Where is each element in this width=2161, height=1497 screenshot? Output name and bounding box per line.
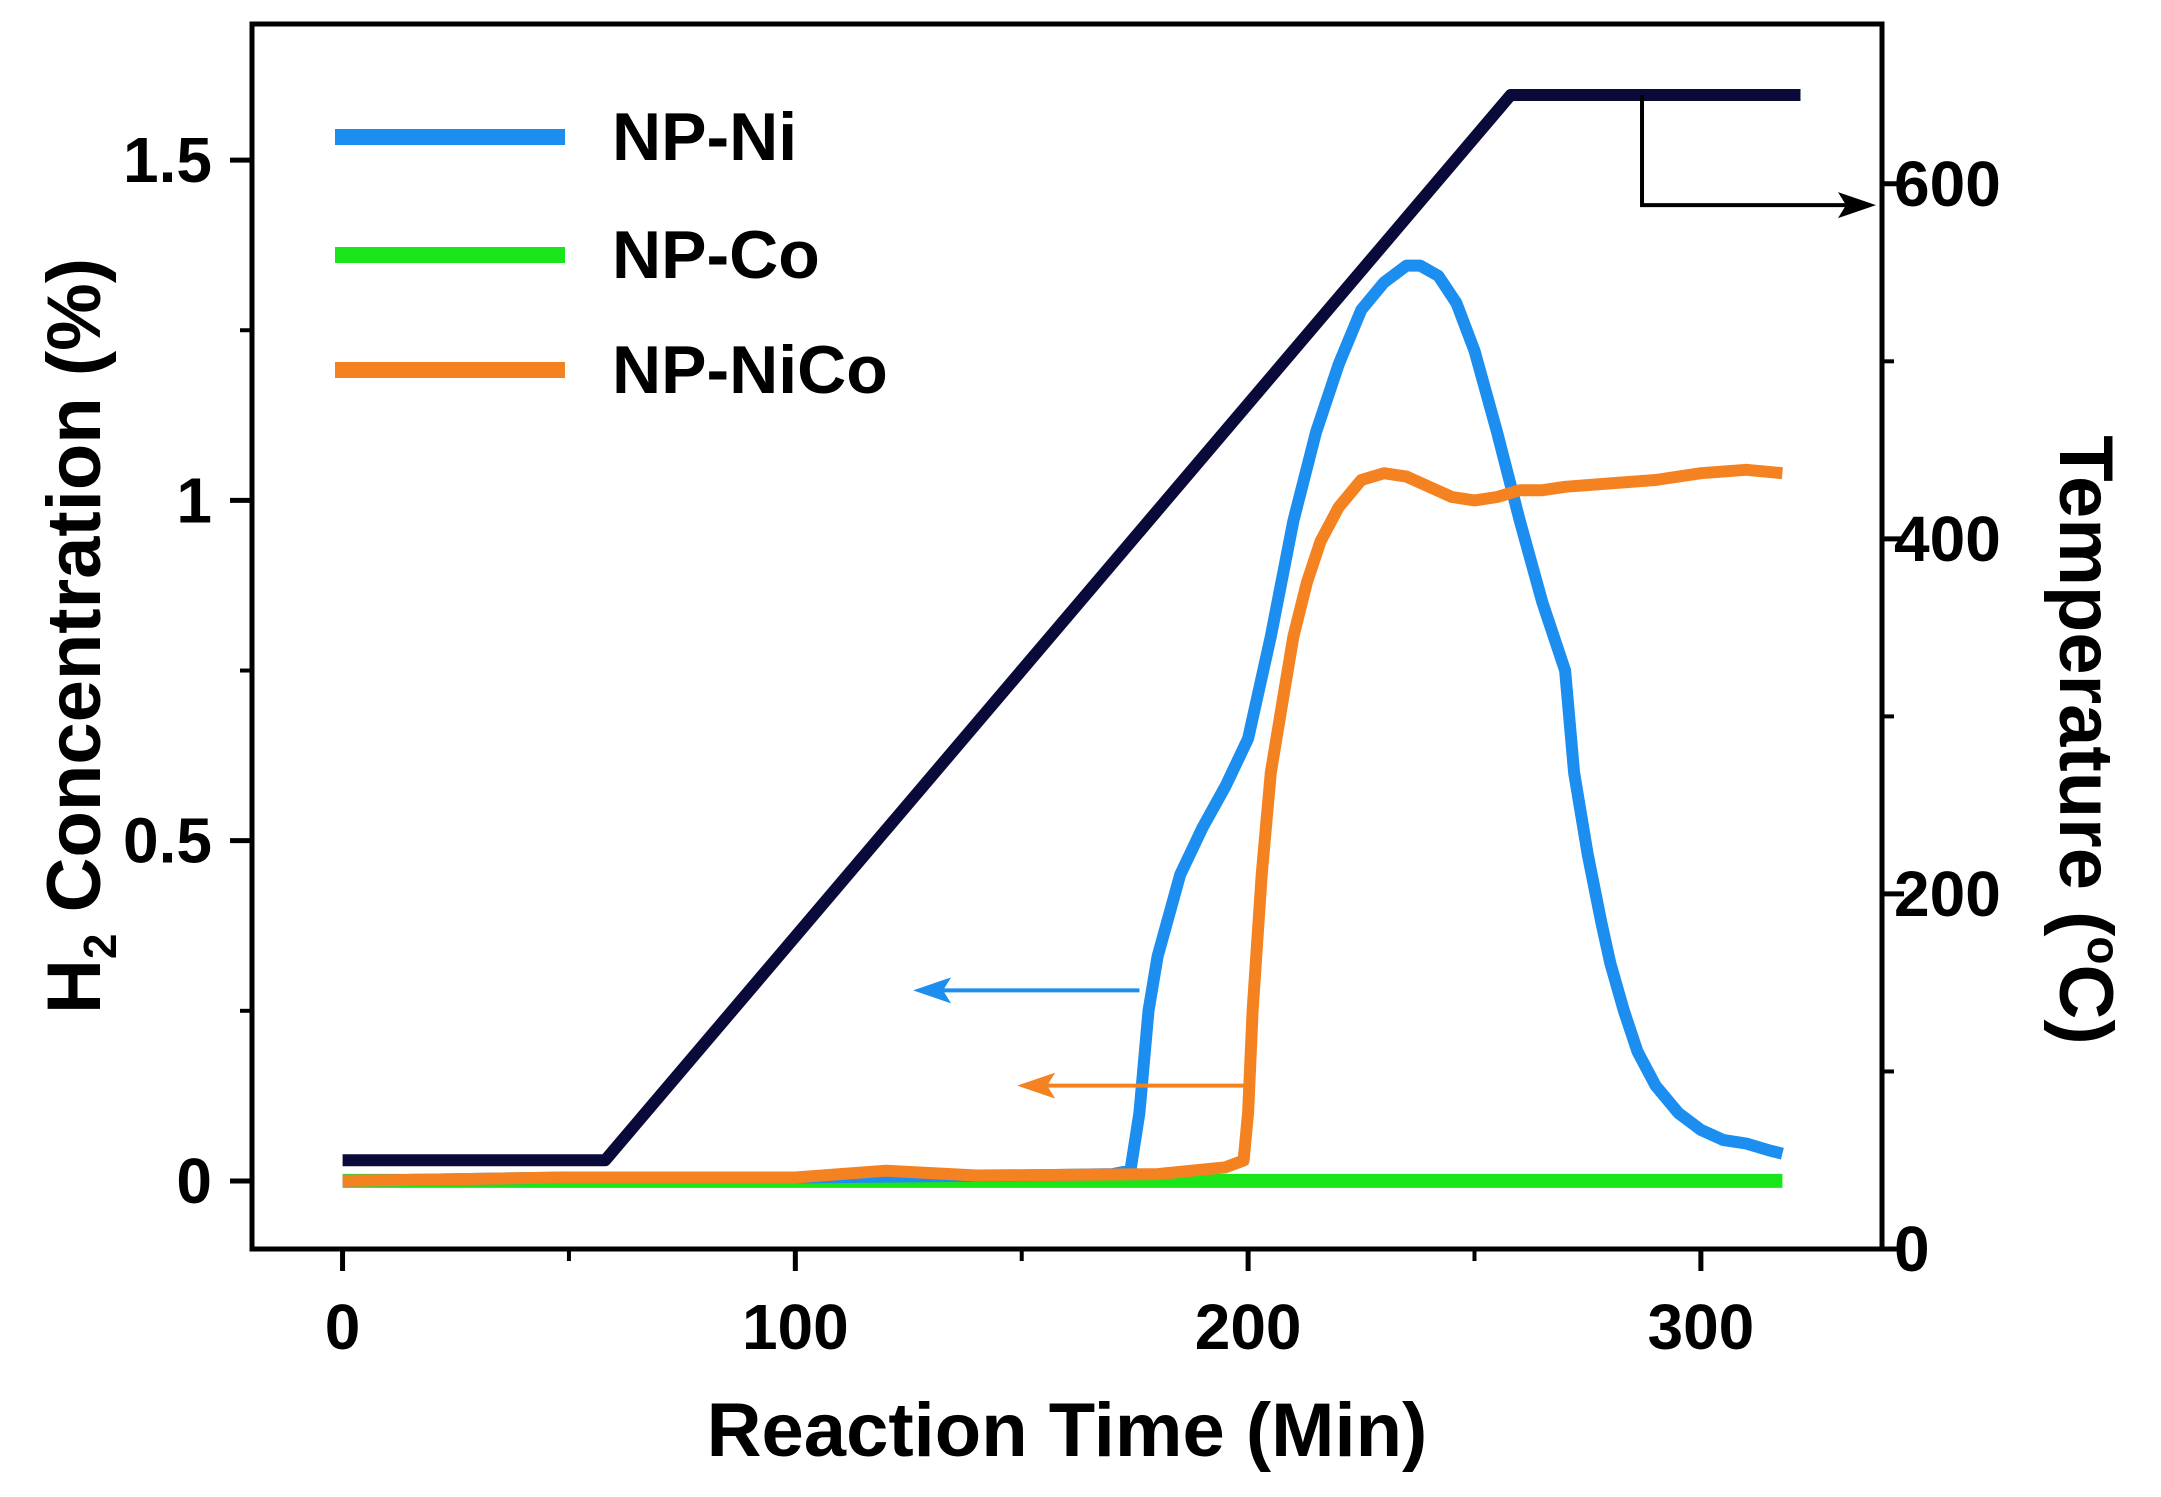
arrow-head-np-ni <box>913 977 952 1004</box>
y-axis-title: H2 Concentration (%) <box>32 258 126 1014</box>
plot-frame <box>249 21 1885 1252</box>
legend: NP-Ni NP-Co NP-NiCo <box>335 99 888 408</box>
y-tick-label: 1 <box>176 464 212 536</box>
y2-axis-title: Temperature (oC) <box>2043 435 2130 1044</box>
legend-label-np-ni: NP-Ni <box>612 99 797 175</box>
series-lines <box>342 89 1801 1188</box>
x-tick-label: 200 <box>1195 1291 1302 1363</box>
x-tick-label: 0 <box>325 1291 361 1363</box>
y2-axis-title-superscript: o <box>2078 936 2130 964</box>
annotation-arrows <box>913 95 1876 1099</box>
legend-label-np-co: NP-Co <box>612 217 820 293</box>
series-line-np-nico <box>342 463 1783 1187</box>
legend-label-np-nico: NP-NiCo <box>612 332 888 408</box>
y-tick-labels: 0 0.5 1 1.5 <box>123 124 212 1217</box>
y-tick-label: 0.5 <box>123 805 212 877</box>
series-line-temperature <box>342 89 1801 1167</box>
x-tick-label: 100 <box>742 1291 849 1363</box>
y2-tick-label: 0 <box>1894 1213 1930 1285</box>
arrow-head-np-nico <box>1017 1072 1056 1099</box>
y2-tick-label: 200 <box>1894 858 2001 930</box>
y2-tick-label: 600 <box>1894 148 2001 220</box>
y-tick-label: 0 <box>176 1145 212 1217</box>
arrow-shaft-temperature <box>1640 95 1848 208</box>
series-line-np-ni <box>342 259 1784 1187</box>
arrow-head-temperature <box>1838 192 1876 219</box>
axis-ticks <box>230 157 1904 1271</box>
y-tick-label: 1.5 <box>123 124 212 196</box>
x-tick-labels: 0 100 200 300 <box>325 1291 1755 1363</box>
x-tick-label: 300 <box>1647 1291 1754 1363</box>
y2-tick-labels: 0 200 400 600 <box>1894 148 2001 1285</box>
x-axis-title: Reaction Time (Min) <box>707 1388 1428 1473</box>
y2-tick-label: 400 <box>1894 503 2001 575</box>
y-axis-title-subscript: 2 <box>74 934 126 960</box>
